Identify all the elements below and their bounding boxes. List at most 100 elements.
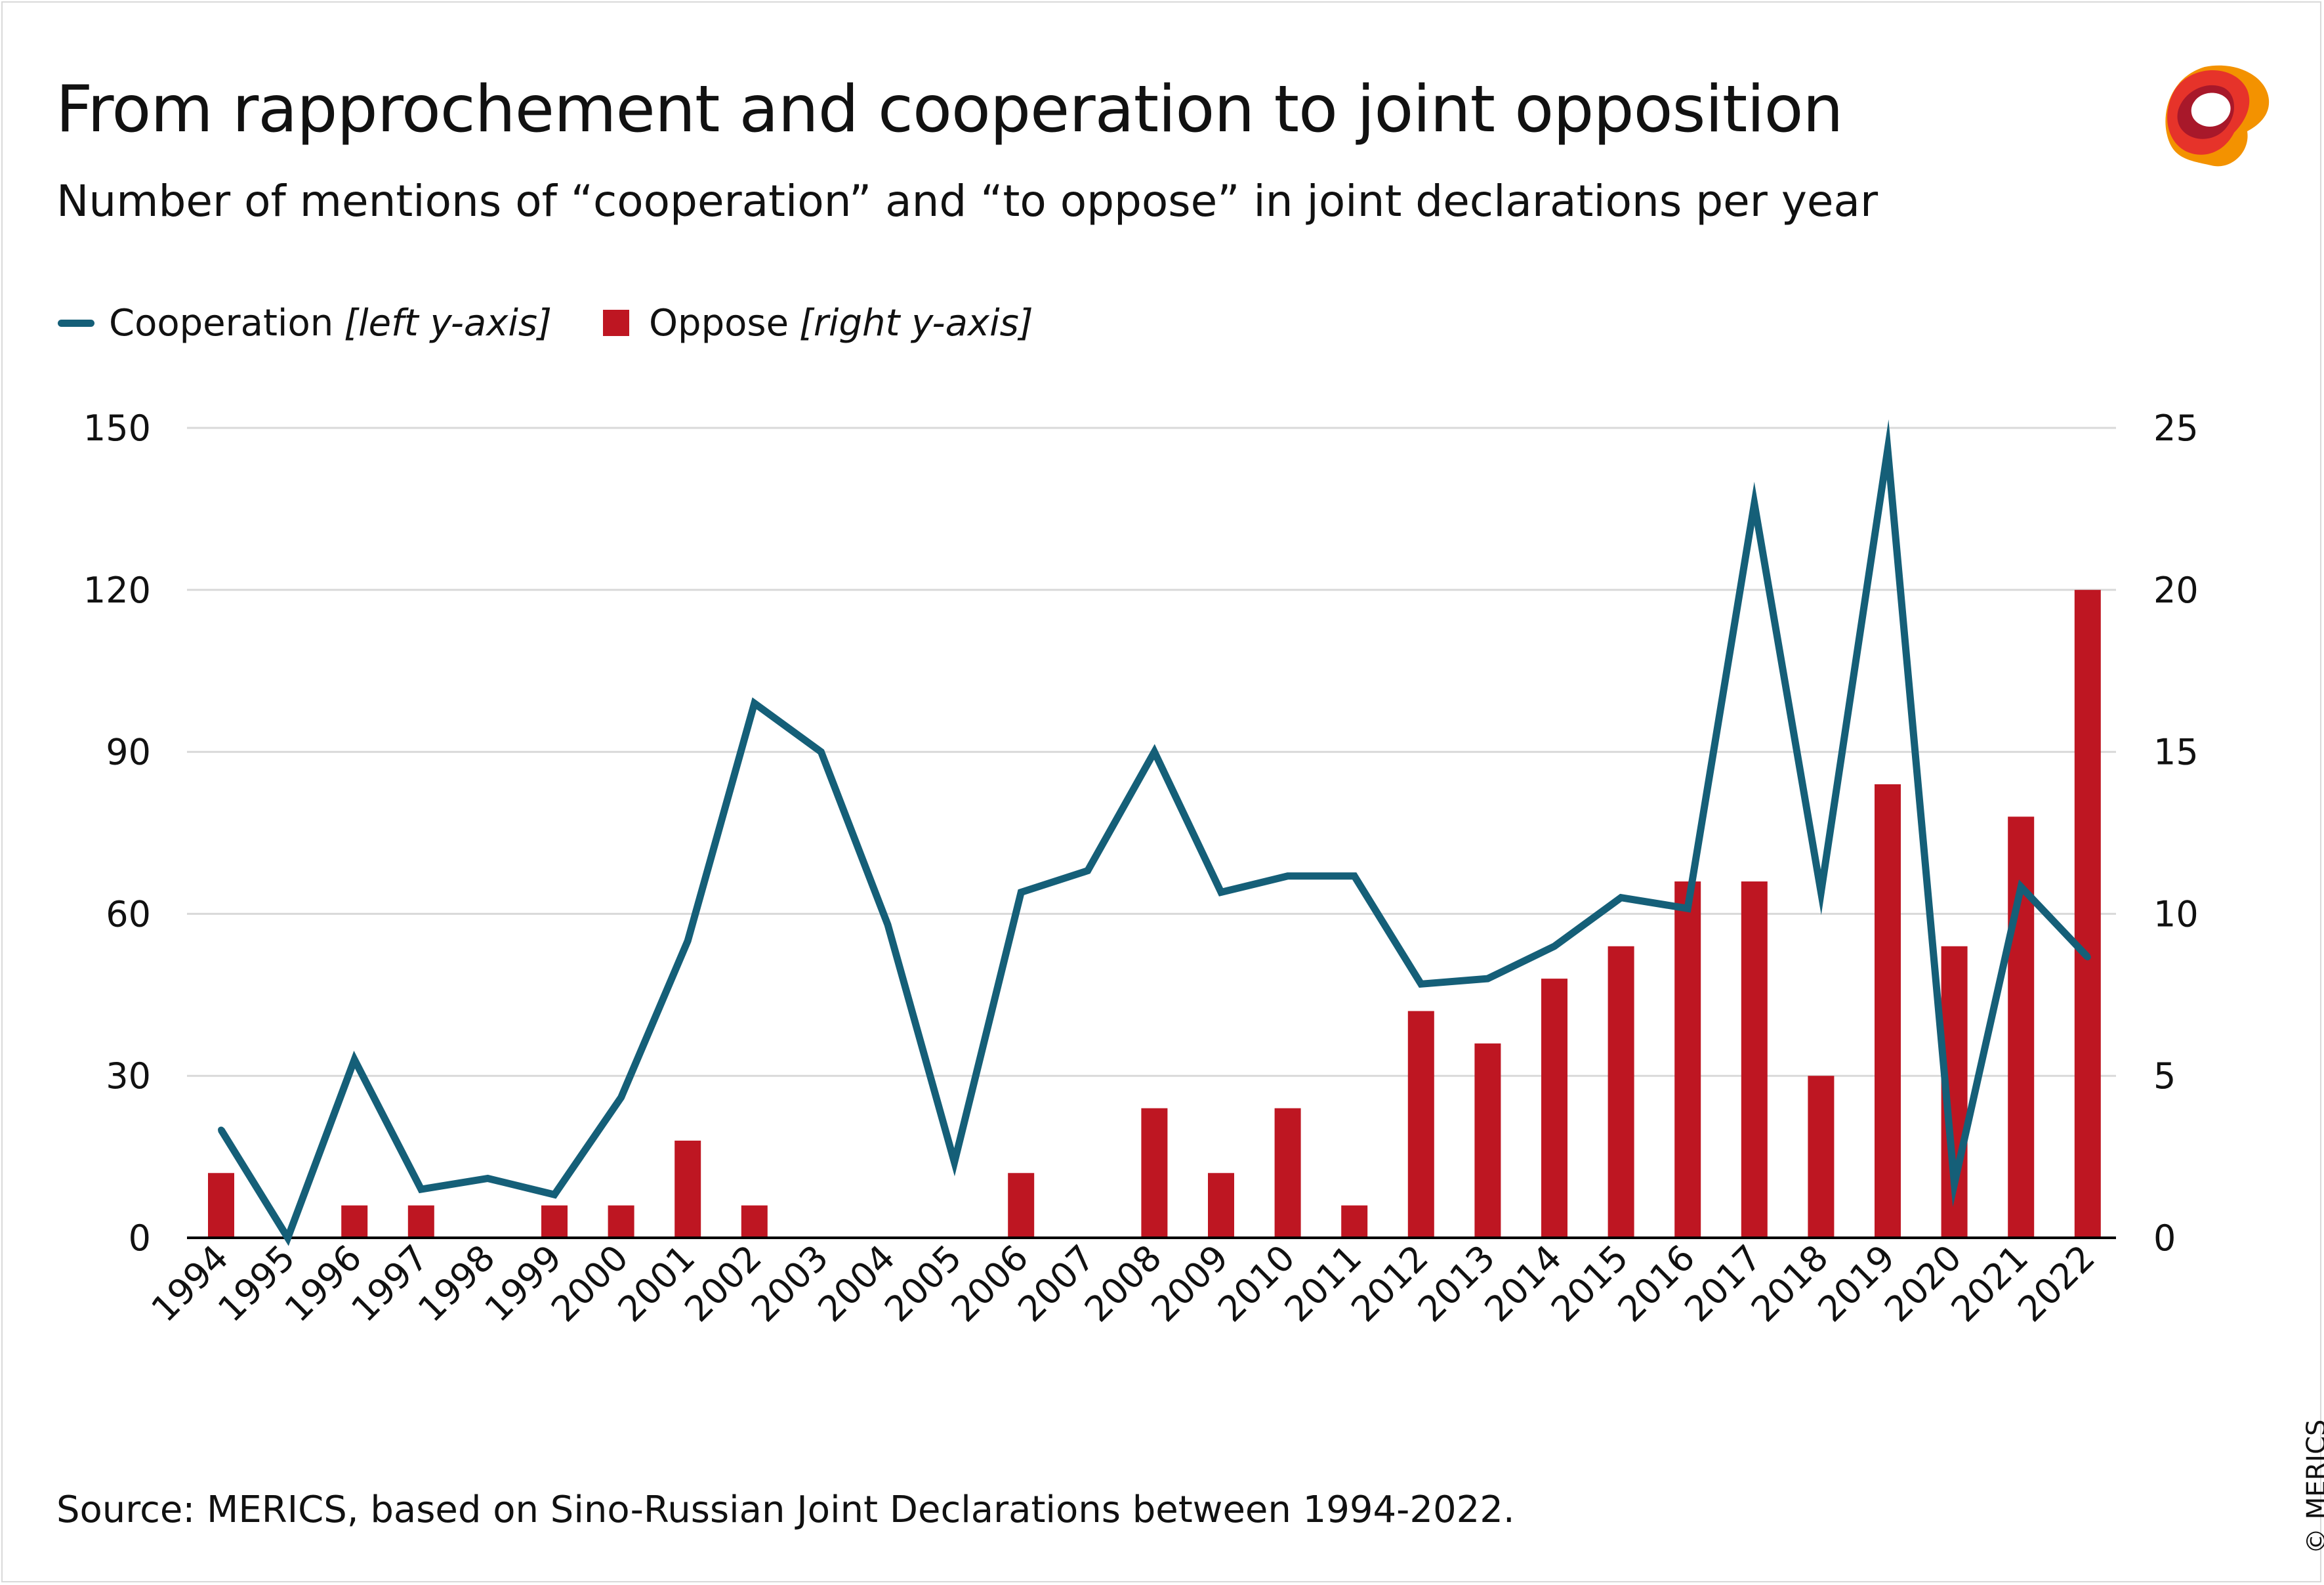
cooperation-point-2009 — [1218, 889, 1224, 896]
x-tick-label: 2008 — [1077, 1237, 1170, 1330]
oppose-bar-2015 — [1608, 946, 1634, 1238]
x-tick-label: 1995 — [210, 1237, 303, 1330]
right-y-tick-label: 0 — [2153, 1217, 2176, 1259]
cooperation-point-2010 — [1284, 872, 1291, 879]
oppose-bar-1997 — [407, 1205, 434, 1238]
oppose-bar-2012 — [1407, 1011, 1434, 1238]
oppose-bar-2002 — [741, 1205, 768, 1238]
legend-item-oppose[interactable]: Oppose [right y-axis] — [602, 301, 1033, 345]
x-tick-label: 2017 — [1676, 1237, 1770, 1330]
cooperation-point-2020 — [1951, 1180, 1958, 1187]
x-tick-label: 2013 — [1410, 1237, 1503, 1330]
right-y-tick-label: 10 — [2153, 893, 2199, 935]
x-tick-label: 1994 — [143, 1237, 236, 1330]
x-tick-label: 2014 — [1476, 1237, 1569, 1330]
oppose-bar-2016 — [1674, 881, 1701, 1238]
x-tick-label: 2021 — [1943, 1237, 2037, 1330]
left-y-tick-label: 90 — [106, 732, 151, 773]
x-tick-label: 1999 — [476, 1237, 570, 1330]
right-y-tick-label: 15 — [2153, 732, 2199, 773]
x-tick-label: 2003 — [743, 1237, 837, 1330]
cooperation-point-1999 — [551, 1191, 558, 1198]
oppose-bar-2022 — [2074, 589, 2101, 1238]
cooperation-point-2022 — [2084, 954, 2091, 961]
oppose-bar-2001 — [674, 1140, 701, 1238]
x-tick-label: 2012 — [1343, 1237, 1436, 1330]
cooperation-point-2003 — [818, 748, 825, 755]
cooperation-point-2013 — [1484, 975, 1491, 983]
x-tick-label: 1997 — [343, 1237, 436, 1330]
legend-line-swatch — [58, 319, 94, 327]
cooperation-point-2017 — [1751, 500, 1758, 507]
legend-item-cooperation[interactable]: Cooperation [left y-axis] — [58, 302, 552, 345]
x-tick-label: 2004 — [810, 1237, 903, 1330]
cooperation-point-1998 — [484, 1175, 491, 1182]
oppose-bar-2017 — [1741, 881, 1768, 1238]
cooperation-point-1996 — [351, 1056, 358, 1063]
legend-hint-oppose: [right y-axis] — [799, 301, 1033, 345]
oppose-bar-1999 — [541, 1205, 568, 1238]
x-tick-label: 2007 — [1010, 1237, 1103, 1330]
oppose-bar-2006 — [1008, 1173, 1035, 1238]
cooperation-point-2006 — [1018, 889, 1025, 896]
cooperation-point-2011 — [1351, 872, 1358, 879]
oppose-bar-2019 — [1875, 784, 1901, 1238]
x-tick-label: 2001 — [610, 1237, 703, 1330]
cooperation-line — [218, 419, 2091, 1246]
cooperation-point-2021 — [2018, 883, 2025, 891]
x-tick-label: 1996 — [277, 1237, 370, 1330]
oppose-bar-2008 — [1141, 1108, 1168, 1238]
legend-hint-cooperation: [left y-axis] — [344, 301, 552, 345]
cooperation-point-2002 — [751, 700, 758, 707]
chart-title: From rapprochement and cooperation to jo… — [56, 72, 1844, 147]
left-y-tick-label: 60 — [106, 893, 151, 935]
cooperation-point-2014 — [1551, 942, 1558, 950]
x-tick-label: 1998 — [410, 1237, 503, 1330]
cooperation-point-2019 — [1884, 446, 1891, 453]
cooperation-point-2008 — [1151, 748, 1158, 755]
x-tick-label: 2020 — [1877, 1237, 1970, 1330]
oppose-bar-2011 — [1341, 1205, 1368, 1238]
left-y-tick-label: 120 — [83, 570, 151, 611]
left-y-tick-label: 0 — [129, 1217, 151, 1259]
x-tick-label: 2019 — [1810, 1237, 1903, 1330]
cooperation-point-2012 — [1417, 981, 1424, 988]
oppose-bar-1996 — [341, 1205, 368, 1238]
legend-label-oppose: Oppose — [648, 301, 789, 345]
oppose-bar-2021 — [2008, 816, 2035, 1238]
x-tick-label: 2022 — [2010, 1237, 2103, 1330]
x-tick-label: 2000 — [543, 1237, 636, 1330]
oppose-bar-2014 — [1541, 979, 1567, 1238]
x-tick-label: 2016 — [1610, 1237, 1703, 1330]
oppose-bar-2013 — [1474, 1043, 1501, 1238]
right-y-tick-label: 25 — [2153, 408, 2199, 449]
x-tick-label: 2018 — [1743, 1237, 1836, 1330]
left-y-tick-label: 150 — [83, 408, 151, 449]
oppose-bar-2000 — [608, 1205, 634, 1238]
legend: Cooperation [left y-axis] Oppose [right … — [58, 297, 1085, 349]
x-tick-label: 2006 — [944, 1237, 1037, 1330]
x-tick-label: 2002 — [676, 1237, 770, 1330]
cooperation-point-1995 — [284, 1235, 291, 1241]
cooperation-point-2000 — [617, 1094, 625, 1101]
x-tick-label: 2011 — [1277, 1237, 1370, 1330]
x-tick-label: 2015 — [1543, 1237, 1636, 1330]
left-y-tick-label: 30 — [106, 1055, 151, 1097]
oppose-bar-1994 — [208, 1173, 234, 1238]
right-y-tick-label: 5 — [2153, 1055, 2176, 1097]
oppose-bar-2009 — [1208, 1173, 1234, 1238]
cooperation-point-2001 — [684, 937, 692, 944]
merics-logo-icon — [2165, 65, 2270, 167]
chart-subtitle: Number of mentions of “cooperation” and … — [56, 176, 1878, 226]
cooperation-point-2018 — [1817, 889, 1825, 896]
source-note: Source: MERICS, based on Sino-Russian Jo… — [56, 1489, 1515, 1531]
cooperation-point-2007 — [1084, 867, 1091, 874]
cooperation-point-2005 — [951, 1158, 958, 1166]
legend-label-cooperation: Cooperation — [109, 301, 334, 345]
copyright-note: © MERICS — [2302, 1419, 2324, 1554]
oppose-bar-2018 — [1808, 1076, 1835, 1238]
cooperation-point-2015 — [1617, 894, 1625, 901]
cooperation-point-1994 — [218, 1126, 224, 1133]
